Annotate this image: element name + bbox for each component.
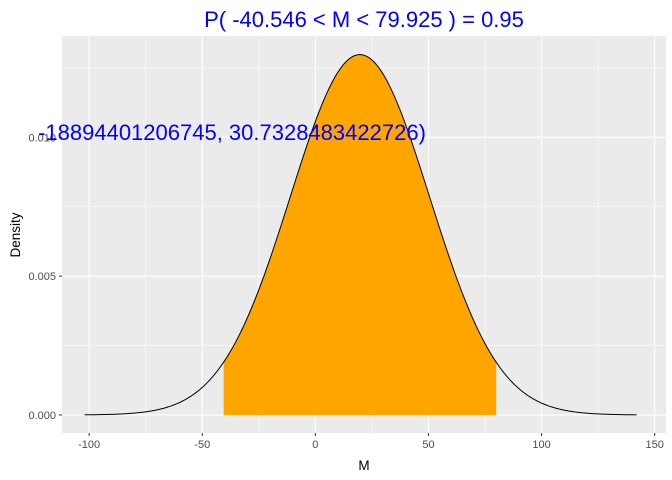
y-tick-label: 0.000 — [28, 410, 56, 422]
y-tick-label: 0.005 — [28, 271, 56, 283]
y-tick-label: 0.010 — [28, 132, 56, 144]
y-axis: 0.000 0.005 0.010 — [28, 132, 62, 422]
x-tick-label: -50 — [194, 439, 210, 451]
x-tick-label: -100 — [78, 439, 100, 451]
x-tick-label: 0 — [312, 439, 318, 451]
density-curve — [84, 54, 637, 416]
x-axis-title: M — [358, 458, 369, 473]
annotation-text: -18894401206745, 30.7328483422726) — [38, 120, 426, 145]
chart-title: P( -40.546 < M < 79.925 ) = 0.95 — [204, 7, 524, 32]
y-axis-title: Density — [8, 212, 23, 257]
x-tick-label: 100 — [532, 439, 550, 451]
x-tick-label: 50 — [422, 439, 434, 451]
shaded-probability-area — [223, 54, 497, 415]
x-axis: -100 -50 0 50 100 150 — [78, 433, 664, 451]
x-tick-label: 150 — [646, 439, 664, 451]
